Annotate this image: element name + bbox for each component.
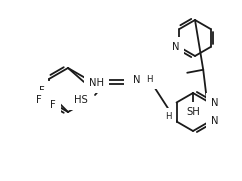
Text: H: H [165,112,172,121]
Text: F: F [50,100,56,110]
Text: H: H [146,75,152,85]
Text: N: N [129,75,136,85]
Text: SH: SH [186,107,200,117]
Text: N: N [172,42,179,52]
Text: F: F [36,95,42,105]
Text: N: N [211,117,218,127]
Text: N: N [211,98,218,108]
Text: HS: HS [74,95,88,105]
Text: N: N [134,75,141,85]
Text: F: F [39,86,45,96]
Text: NH: NH [89,78,104,88]
